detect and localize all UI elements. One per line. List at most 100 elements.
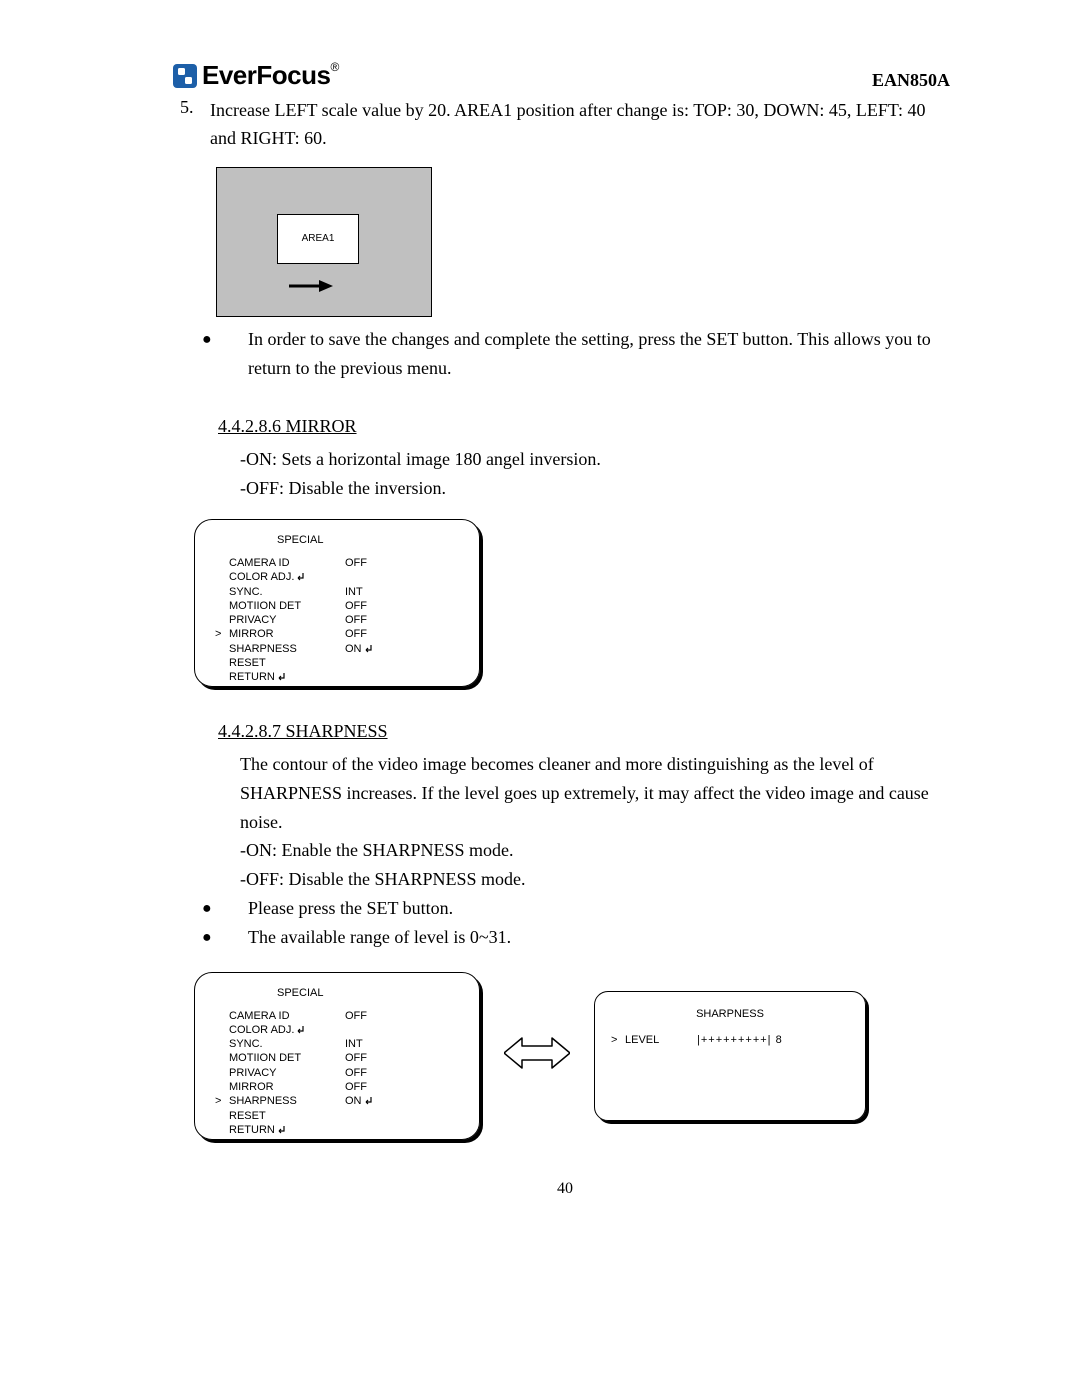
osd-row: PRIVACYOFF <box>215 1066 459 1080</box>
cursor-icon <box>215 642 229 656</box>
osd-label: SHARPNESS <box>229 1094 345 1108</box>
osd-value: OFF <box>345 627 367 641</box>
osd-label: MOTIION DET <box>229 1051 345 1065</box>
cursor-icon <box>215 613 229 627</box>
mirror-off: -OFF: Disable the inversion. <box>240 474 950 503</box>
osd-label: RESET <box>229 1109 345 1123</box>
sharpness-desc: The contour of the video image becomes c… <box>240 750 950 836</box>
cursor-icon <box>215 1066 229 1080</box>
osd-value: ON <box>345 642 373 656</box>
brand-logo: EverFocus® <box>172 60 339 91</box>
cursor-icon <box>215 556 229 570</box>
step-5: 5. Increase LEFT scale value by 20. AREA… <box>180 97 950 153</box>
cursor-icon <box>215 1009 229 1023</box>
cursor-icon <box>215 1051 229 1065</box>
cursor-icon <box>215 1023 229 1037</box>
osd-row: RETURN <box>215 1123 459 1137</box>
osd-row: RESET <box>215 656 459 670</box>
osd-row: MIRROROFF <box>215 1080 459 1094</box>
cursor-icon: > <box>611 1034 625 1046</box>
mirror-heading: 4.4.2.8.6 MIRROR <box>218 416 950 437</box>
osd-row: MOTIION DETOFF <box>215 599 459 613</box>
osd-label: MOTIION DET <box>229 599 345 613</box>
osd-row: COLOR ADJ. <box>215 1023 459 1037</box>
osd-value: OFF <box>345 1009 367 1023</box>
osd-label: MIRROR <box>229 1080 345 1094</box>
osd-label: CAMERA ID <box>229 1009 345 1023</box>
special-menu-mirror: SPECIAL CAMERA IDOFFCOLOR ADJ.SYNC.INTMO… <box>194 519 480 687</box>
cursor-icon <box>215 656 229 670</box>
page-number: 40 <box>180 1180 950 1198</box>
osd-row: RETURN <box>215 670 459 684</box>
sharpness-on: -ON: Enable the SHARPNESS mode. <box>240 836 950 865</box>
level-label: LEVEL <box>625 1034 697 1046</box>
osd-row: PRIVACYOFF <box>215 613 459 627</box>
area1-box: AREA1 <box>277 214 359 264</box>
osd-label: RETURN <box>229 1123 345 1137</box>
sharpness-level-panel: SHARPNESS > LEVEL |+++++++++| 8 <box>594 991 866 1121</box>
osd-title: SPECIAL <box>277 534 459 546</box>
cursor-icon: > <box>215 1094 229 1108</box>
special-menu-sharpness: SPECIAL CAMERA IDOFFCOLOR ADJ.SYNC.INTMO… <box>194 972 480 1140</box>
cursor-icon <box>215 1037 229 1051</box>
osd-row: >MIRROROFF <box>215 627 459 641</box>
cursor-icon <box>215 585 229 599</box>
cursor-icon: > <box>215 627 229 641</box>
osd-label: COLOR ADJ. <box>229 570 345 584</box>
osd-row: SYNC.INT <box>215 585 459 599</box>
osd-value: OFF <box>345 1066 367 1080</box>
osd-row: RESET <box>215 1109 459 1123</box>
area1-diagram: AREA1 <box>216 167 432 317</box>
osd-label: RETURN <box>229 670 345 684</box>
osd-label: PRIVACY <box>229 613 345 627</box>
osd-value: OFF <box>345 1051 367 1065</box>
osd-label: MIRROR <box>229 627 345 641</box>
sharpness-bullet-2: ● The available range of level is 0~31. <box>202 923 950 952</box>
osd-value: OFF <box>345 556 367 570</box>
osd-label: SYNC. <box>229 1037 345 1051</box>
bullet-icon: ● <box>202 894 248 923</box>
osd-value: OFF <box>345 599 367 613</box>
level-bar: |+++++++++| 8 <box>697 1034 783 1046</box>
osd-row: CAMERA IDOFF <box>215 556 459 570</box>
save-note: ● In order to save the changes and compl… <box>202 325 950 383</box>
osd-value: ON <box>345 1094 373 1108</box>
osd-value: INT <box>345 1037 363 1051</box>
sharpness-bullet-1: ● Please press the SET button. <box>202 894 950 923</box>
step-text: Increase LEFT scale value by 20. AREA1 p… <box>210 97 950 153</box>
right-arrow-icon <box>289 279 333 298</box>
save-note-text: In order to save the changes and complet… <box>248 325 950 383</box>
osd-value: OFF <box>345 1080 367 1094</box>
cursor-icon <box>215 1109 229 1123</box>
osd-row: SYNC.INT <box>215 1037 459 1051</box>
cursor-icon <box>215 1123 229 1137</box>
osd-label: RESET <box>229 656 345 670</box>
osd-row: MOTIION DETOFF <box>215 1051 459 1065</box>
mirror-on: -ON: Sets a horizontal image 180 angel i… <box>240 445 950 474</box>
osd-label: COLOR ADJ. <box>229 1023 345 1037</box>
osd-row: CAMERA IDOFF <box>215 1009 459 1023</box>
osd-value: INT <box>345 585 363 599</box>
osd-label: PRIVACY <box>229 1066 345 1080</box>
osd-label: CAMERA ID <box>229 556 345 570</box>
osd-title: SPECIAL <box>277 987 459 999</box>
bullet-icon: ● <box>202 325 248 383</box>
left-right-arrow-icon <box>504 1036 570 1075</box>
sharpness-heading: 4.4.2.8.7 SHARPNESS <box>218 721 950 742</box>
sharp-b2-text: The available range of level is 0~31. <box>248 923 950 952</box>
model-number: EAN850A <box>872 70 950 91</box>
bullet-icon: ● <box>202 923 248 952</box>
osd-value: OFF <box>345 613 367 627</box>
sharp-panel-title: SHARPNESS <box>611 1008 849 1020</box>
brand-name: EverFocus® <box>202 60 339 91</box>
cursor-icon <box>215 1080 229 1094</box>
osd-row: >SHARPNESSON <box>215 1094 459 1108</box>
sharp-b1-text: Please press the SET button. <box>248 894 950 923</box>
osd-label: SYNC. <box>229 585 345 599</box>
osd-row: SHARPNESSON <box>215 642 459 656</box>
logo-mark-icon <box>172 63 198 89</box>
step-number: 5. <box>180 97 210 153</box>
osd-label: SHARPNESS <box>229 642 345 656</box>
cursor-icon <box>215 570 229 584</box>
osd-row: COLOR ADJ. <box>215 570 459 584</box>
